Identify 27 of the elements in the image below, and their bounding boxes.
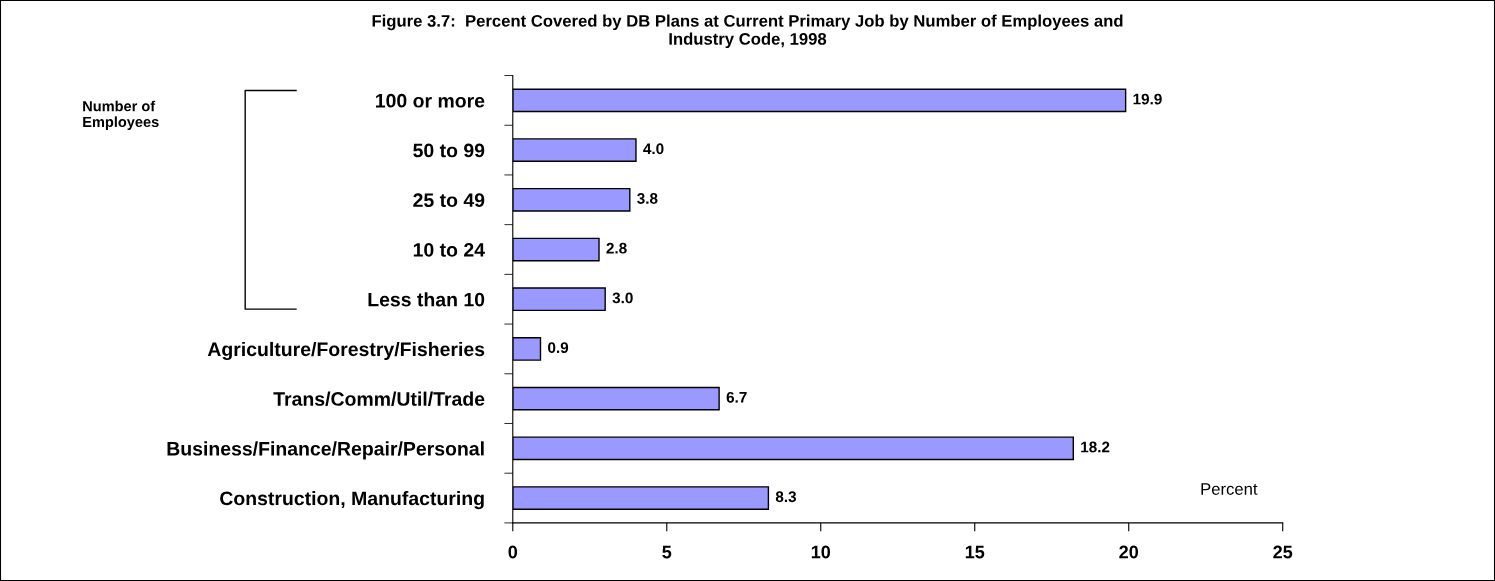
x-tick-label: 25 [1273,545,1293,559]
x-tick-label: 5 [662,545,672,559]
data-label: 18.2 [1081,441,1110,453]
y-tick-label: Trans/Comm/Util/Trade [273,391,485,407]
y-tick-label: Construction, Manufacturing [220,491,484,510]
x-tick-label: 10 [811,545,831,559]
y-tick-label: Less than 10 [368,292,485,307]
y-tick-label: 100 or more [376,93,485,108]
data-label: 8.3 [775,491,797,503]
data-label: 4.0 [643,143,664,155]
y-tick-label: 10 to 24 [413,242,485,257]
x-tick-label: 20 [1119,545,1139,559]
data-label: 3.8 [637,193,658,204]
data-label: 0.9 [548,342,569,354]
data-label: 2.8 [606,242,627,254]
y-tick-label: Agriculture/Forestry/Fisheries [207,341,485,361]
data-label: 6.7 [726,391,747,403]
x-axis-title: Percent [1201,483,1258,495]
x-tick-label: 15 [965,545,985,559]
y-tick-label: 50 to 99 [413,143,485,158]
text: Number of Employees [83,100,159,130]
y-tick-label: 25 to 49 [413,193,485,208]
data-label: 3.0 [612,292,633,304]
data-label: 19.9 [1133,93,1162,105]
x-tick-label: 0 [508,545,518,559]
chart-title: Figure 3.7: Percent Covered by DB Plans at Current Primary Job by Number of Employees and Industry Code, 1998 [372,14,1123,49]
y-tick-label: Business/Finance/Repair/Personal [167,441,484,460]
